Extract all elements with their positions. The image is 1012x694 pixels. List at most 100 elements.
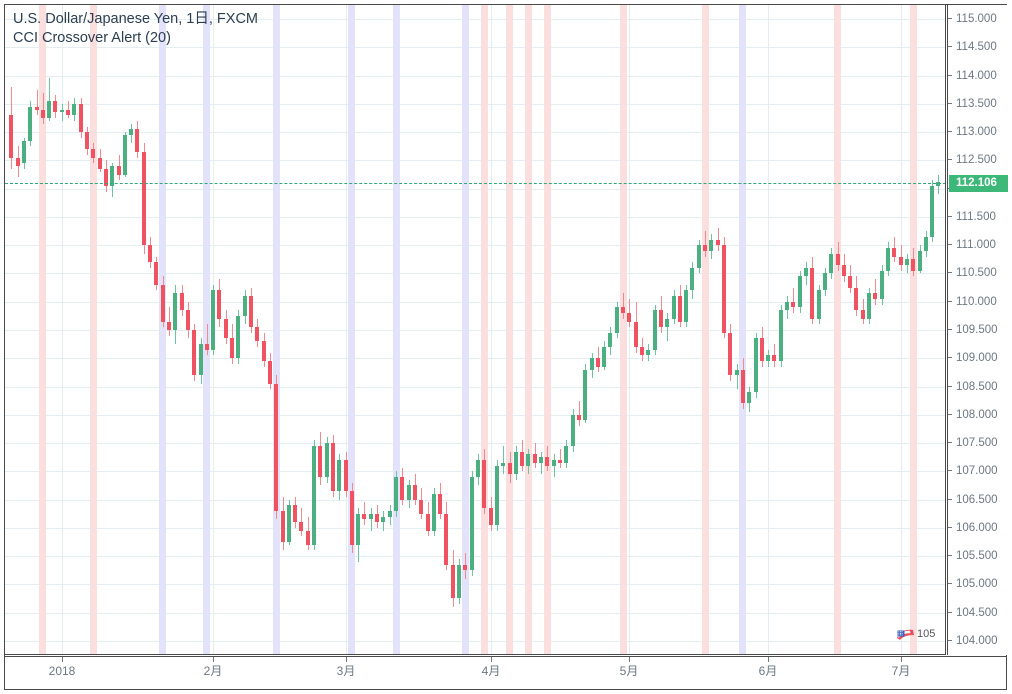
candle-body xyxy=(488,508,493,525)
candle-body xyxy=(412,485,417,500)
candle-body xyxy=(318,445,323,477)
candle-body xyxy=(122,135,127,175)
candle-body xyxy=(690,267,695,291)
candle-body xyxy=(684,290,689,322)
candle-body xyxy=(709,239,714,251)
alert-band-down xyxy=(159,5,167,655)
candle-body xyxy=(356,513,361,545)
candle-body xyxy=(696,245,701,268)
candle-body xyxy=(602,346,607,367)
candle-body xyxy=(255,327,260,342)
candle-body xyxy=(936,182,941,186)
candle-body xyxy=(791,301,796,308)
us-flag-icon xyxy=(897,629,914,640)
grid-line-horizontal xyxy=(5,640,946,642)
candle-body xyxy=(40,109,45,119)
candle-body xyxy=(154,262,159,285)
candle-body xyxy=(280,510,285,542)
grid-line-horizontal xyxy=(5,499,946,501)
candle-body xyxy=(91,149,96,158)
grid-line-horizontal xyxy=(5,386,946,388)
candle-body xyxy=(734,369,739,376)
candle-body xyxy=(904,259,909,265)
grid-line-horizontal xyxy=(5,443,946,445)
candle-body xyxy=(476,460,481,477)
candle-body xyxy=(848,276,853,288)
candle-body xyxy=(545,457,550,466)
candle-body xyxy=(148,245,153,263)
grid-line-vertical xyxy=(768,5,769,655)
grid-line-horizontal xyxy=(5,471,946,473)
candle-body xyxy=(312,445,317,545)
grid-line-horizontal xyxy=(5,584,946,586)
candle-body xyxy=(103,168,108,186)
candle-body xyxy=(368,513,373,520)
grid-line-horizontal xyxy=(5,216,946,218)
alert-band-down xyxy=(348,5,356,655)
candle-body xyxy=(822,273,827,291)
candle-body xyxy=(211,290,216,350)
candle-body xyxy=(375,513,380,523)
candle-body xyxy=(627,313,632,322)
candle-body xyxy=(419,499,424,514)
grid-line-horizontal xyxy=(5,245,946,247)
candle-body xyxy=(589,358,594,370)
candle-body xyxy=(658,310,663,328)
time-axis[interactable]: 2018 2月 3月 4月 5月 6月 7月 xyxy=(5,656,1006,689)
candle-body xyxy=(394,476,399,511)
candle-body xyxy=(141,151,146,246)
candle-body xyxy=(860,310,865,319)
candle-body xyxy=(299,522,304,531)
candle-body xyxy=(47,101,52,119)
candle-wick xyxy=(705,231,706,257)
candle-wick xyxy=(541,451,542,475)
candle-body xyxy=(78,103,83,133)
candle-body xyxy=(330,443,335,492)
price-plot-area[interactable] xyxy=(5,5,946,655)
candle-body xyxy=(652,310,657,350)
candle-wick xyxy=(301,508,302,537)
candle-body xyxy=(160,284,165,322)
candle-body xyxy=(595,358,600,367)
candle-body xyxy=(494,465,499,525)
candle-wick xyxy=(560,448,561,469)
candle-body xyxy=(463,564,468,571)
grid-line-vertical xyxy=(62,5,63,655)
candle-body xyxy=(841,265,846,277)
candle-body xyxy=(551,460,556,466)
candle-body xyxy=(185,310,190,330)
candle-body xyxy=(576,414,581,421)
candle-body xyxy=(267,361,272,384)
candle-body xyxy=(34,106,39,110)
candle-body xyxy=(520,451,525,466)
alert-band-up xyxy=(524,5,532,655)
candle-body xyxy=(274,383,279,511)
candle-wick xyxy=(667,313,668,342)
candle-body xyxy=(84,132,89,150)
candle-body xyxy=(135,129,140,152)
candle-body xyxy=(608,332,613,347)
candle-body xyxy=(349,491,354,545)
price-axis[interactable]: 115.000 114.500 114.000 113.500 113.000 112.5… xyxy=(947,5,1008,655)
grid-line-horizontal xyxy=(5,103,946,105)
grid-line-horizontal xyxy=(5,47,946,49)
candle-body xyxy=(173,293,178,330)
candle-body xyxy=(343,460,348,492)
watermark-label: 105 xyxy=(917,628,936,640)
candle-body xyxy=(387,510,392,517)
grid-line-horizontal xyxy=(5,358,946,360)
candle-wick xyxy=(579,400,580,427)
candle-body xyxy=(97,157,102,169)
candle-body xyxy=(747,392,752,404)
grid-line-horizontal xyxy=(5,414,946,416)
candle-body xyxy=(116,166,121,175)
grid-line-horizontal xyxy=(5,527,946,529)
alert-band-down xyxy=(461,5,469,655)
candle-body xyxy=(835,253,840,265)
candle-body xyxy=(721,245,726,333)
watermark-logo: 105 xyxy=(896,626,935,642)
candle-body xyxy=(293,505,298,523)
alert-band-up xyxy=(909,5,917,655)
candle-body xyxy=(677,296,682,322)
